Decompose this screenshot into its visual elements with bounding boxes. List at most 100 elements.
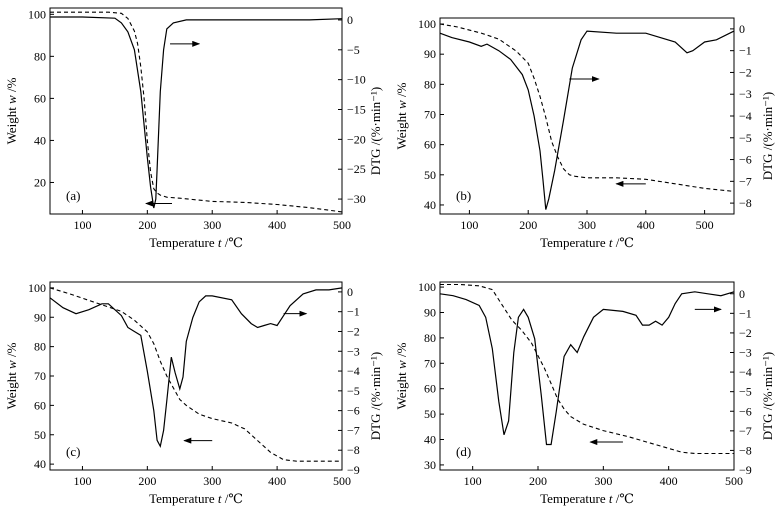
y-left-tick-label: 70: [424, 107, 436, 121]
y-right-tick-label: −4: [347, 364, 360, 378]
x-tick-label: 300: [594, 474, 612, 488]
chart-panel-2: 100 200 300 400 500 40 50 60 70 80 90 100 0 −1 −2 −3 −4 −…: [394, 17, 775, 250]
y-right-tick-label: −6: [347, 404, 360, 418]
x-axis-title: Temperature t /℃: [149, 235, 243, 250]
x-tick-label: 300: [203, 474, 221, 488]
dtg-curve: [439, 30, 735, 210]
y-left-tick-label: 50: [34, 428, 46, 442]
x-tick-label: 200: [138, 474, 156, 488]
y-left-tick-label: 20: [34, 175, 46, 189]
x-axis-title: Temperature t /℃: [540, 235, 634, 250]
x-tick-label: 200: [529, 474, 547, 488]
y-left-tick-label: 40: [424, 433, 436, 447]
y-left-tick-label: 90: [34, 310, 46, 324]
y-right-tick-label: −2: [347, 324, 360, 338]
x-tick-label: 300: [203, 218, 221, 232]
y-left-tick-label: 70: [424, 356, 436, 370]
y-left-tick-label: 60: [424, 382, 436, 396]
y-right-tick-label: −5: [739, 131, 752, 145]
x-tick-label: 100: [73, 218, 91, 232]
plot-frame: [439, 281, 735, 471]
x-tick-label: 400: [637, 218, 655, 232]
y-right-axis-title: DTG /(%·min⁻¹): [368, 87, 383, 175]
y-left-tick-label: 50: [424, 407, 436, 421]
y-right-tick-label: −4: [739, 109, 752, 123]
y-left-tick-label: 100: [28, 7, 46, 21]
dtg-curve: [439, 291, 735, 446]
y-left-tick-label: 100: [28, 281, 46, 295]
y-right-tick-label: 0: [347, 13, 353, 27]
x-tick-label: 200: [519, 218, 537, 232]
y-left-tick-label: 80: [34, 49, 46, 63]
x-tick-label: 100: [460, 218, 478, 232]
weight-curve: [440, 283, 734, 455]
y-right-tick-label: 0: [347, 285, 353, 299]
y-right-tick-label: −10: [347, 73, 366, 87]
chart-panel-1: 100 200 300 400 500 20 40 60 80 100 0 −5 −10 −15 −20 −2…: [4, 7, 383, 250]
y-right-tick-label: −6: [739, 404, 752, 418]
y-left-axis-title: Weight w /%: [394, 342, 409, 409]
y-left-tick-label: 40: [424, 198, 436, 212]
x-tick-label: 500: [696, 218, 714, 232]
y-right-tick-label: −3: [739, 346, 752, 360]
x-tick-label: 100: [464, 474, 482, 488]
y-right-tick-label: −8: [347, 443, 360, 457]
y-left-tick-label: 80: [424, 77, 436, 91]
x-axis-title: Temperature t /℃: [149, 491, 243, 506]
y-left-axis-title: Weight w /%: [4, 342, 19, 409]
y-right-tick-label: −15: [347, 103, 366, 117]
x-axis-title: Temperature t /℃: [540, 491, 634, 506]
y-right-tick-label: −6: [739, 153, 752, 167]
dtg-curve: [49, 287, 343, 449]
y-left-tick-label: 90: [424, 47, 436, 61]
y-right-tick-label: 0: [739, 287, 745, 301]
x-tick-label: 400: [660, 474, 678, 488]
chart-panel-4: 100 200 300 400 500 30 40 50 60 70 80 90 100 0 −1 −2 −3 −…: [394, 280, 775, 506]
y-left-tick-label: 90: [424, 305, 436, 319]
y-left-tick-label: 60: [424, 138, 436, 152]
y-left-tick-label: 40: [34, 457, 46, 471]
y-left-tick-label: 100: [418, 280, 436, 294]
y-right-tick-label: −25: [347, 162, 366, 176]
y-right-tick-label: −9: [739, 463, 752, 477]
y-right-tick-label: −7: [739, 424, 752, 438]
plot-frame: [439, 17, 735, 215]
y-right-tick-label: −2: [739, 326, 752, 340]
panel-label: (b): [456, 188, 471, 203]
y-left-tick-label: 80: [34, 340, 46, 354]
y-right-tick-label: −5: [347, 384, 360, 398]
y-right-tick-label: −7: [739, 174, 752, 188]
y-left-tick-label: 40: [34, 133, 46, 147]
x-tick-label: 200: [138, 218, 156, 232]
dtg-curve: [50, 16, 343, 209]
y-left-tick-label: 30: [424, 458, 436, 472]
y-left-tick-label: 60: [34, 398, 46, 412]
y-right-tick-label: −5: [739, 385, 752, 399]
y-right-tick-label: −9: [347, 463, 360, 477]
y-right-tick-label: −8: [739, 196, 752, 210]
y-left-axis-title: Weight w /%: [4, 77, 19, 144]
y-left-tick-label: 80: [424, 331, 436, 345]
y-right-tick-label: −3: [739, 87, 752, 101]
y-right-tick-label: −8: [739, 443, 752, 457]
y-right-tick-label: −30: [347, 192, 366, 206]
x-tick-label: 500: [725, 474, 743, 488]
x-tick-label: 500: [333, 218, 351, 232]
y-right-tick-label: −1: [347, 305, 360, 319]
y-right-tick-label: −1: [739, 44, 752, 58]
weight-curve: [439, 23, 735, 192]
y-right-axis-title: DTG /(%·min⁻¹): [760, 352, 775, 440]
y-left-tick-label: 60: [34, 91, 46, 105]
y-right-tick-label: −2: [739, 65, 752, 79]
y-right-axis-title: DTG /(%·min⁻¹): [368, 352, 383, 440]
weight-curve: [50, 11, 343, 213]
y-right-tick-label: −5: [347, 43, 360, 57]
y-right-tick-label: 0: [739, 22, 745, 36]
y-left-tick-label: 50: [424, 168, 436, 182]
x-tick-label: 500: [333, 474, 351, 488]
x-tick-label: 100: [73, 474, 91, 488]
y-right-tick-label: −1: [739, 306, 752, 320]
panel-label: (c): [66, 444, 80, 459]
y-right-tick-label: −4: [739, 365, 752, 379]
